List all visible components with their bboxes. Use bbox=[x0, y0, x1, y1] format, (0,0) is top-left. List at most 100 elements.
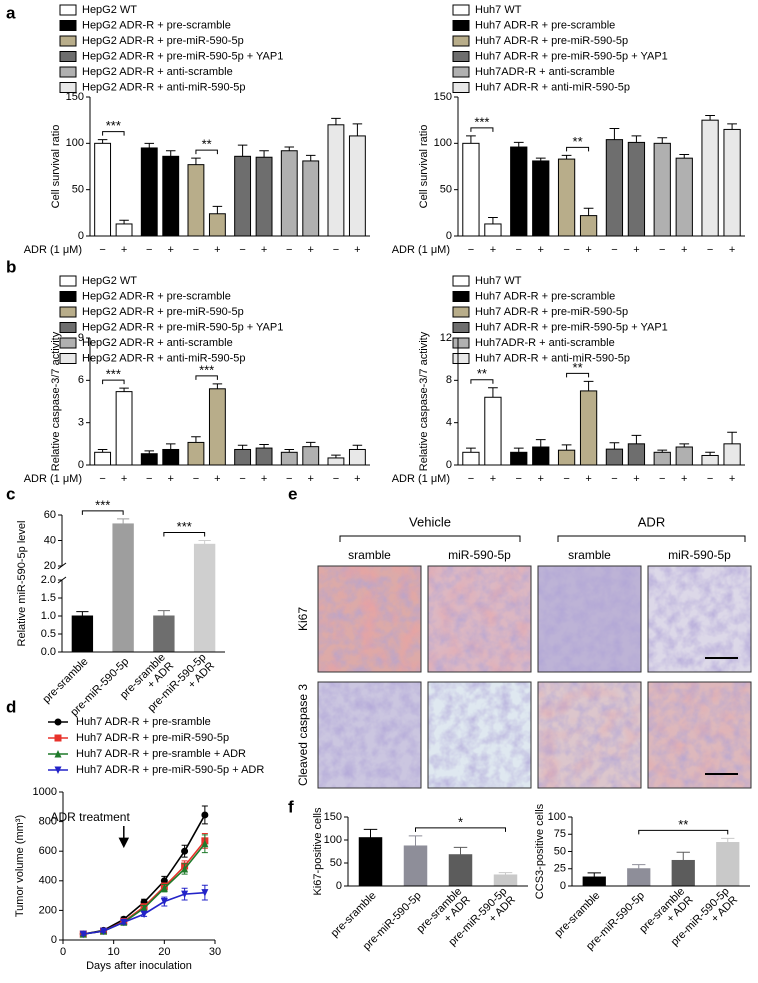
error-bar bbox=[119, 219, 129, 224]
x-tick-label: + bbox=[354, 244, 360, 256]
y-tick-label: 1.5 bbox=[41, 592, 56, 604]
error-bar bbox=[488, 387, 498, 398]
significance-bracket bbox=[470, 379, 494, 384]
y-tick-label: 150 bbox=[434, 91, 452, 103]
significance-label: *** bbox=[106, 367, 121, 382]
error-bar bbox=[609, 442, 620, 450]
bar bbox=[162, 448, 180, 466]
error-bar bbox=[561, 444, 572, 451]
significance-label: *** bbox=[95, 497, 110, 512]
y-tick-label: 50 bbox=[330, 857, 342, 869]
bar bbox=[280, 451, 298, 466]
x-tick-label: + bbox=[585, 473, 591, 485]
legend-swatch bbox=[59, 353, 77, 364]
y-tick-label: 3 bbox=[78, 417, 84, 429]
y-tick-label: 150 bbox=[324, 811, 342, 823]
x-tick-label: + bbox=[308, 473, 314, 485]
panel-letter: e bbox=[288, 484, 297, 503]
y-tick-label: 800 bbox=[39, 816, 57, 828]
error-bar bbox=[165, 443, 176, 450]
micrograph-stain bbox=[428, 566, 531, 672]
x-tick-label: − bbox=[239, 244, 245, 256]
y-tick-label: 400 bbox=[39, 875, 57, 887]
x-tick-label: − bbox=[286, 473, 292, 485]
error-bar bbox=[587, 872, 601, 878]
column-label: miR-590-5p bbox=[668, 548, 731, 562]
significance-label: ** bbox=[573, 360, 583, 375]
legend-swatch bbox=[452, 4, 470, 16]
error-bar bbox=[676, 851, 690, 861]
legend-label: Huh7 WT bbox=[475, 4, 522, 16]
significance-label: ** bbox=[573, 134, 583, 149]
bar bbox=[403, 845, 428, 887]
y-tick-label: 0 bbox=[560, 880, 566, 892]
bar bbox=[302, 160, 320, 237]
marker bbox=[181, 864, 189, 873]
error-bar bbox=[259, 150, 269, 158]
legend-swatch bbox=[452, 337, 470, 349]
marker bbox=[79, 930, 87, 939]
micrograph-frame bbox=[537, 681, 642, 789]
legend-swatch bbox=[452, 20, 470, 31]
panel-letter: c bbox=[6, 484, 15, 503]
error-bar bbox=[679, 153, 690, 159]
bar bbox=[255, 447, 273, 466]
legend-swatch bbox=[59, 291, 77, 302]
bar bbox=[484, 396, 502, 466]
bar bbox=[557, 449, 576, 466]
x-tick-label: − bbox=[333, 244, 339, 256]
y-axis-label: Tumor volume (mm³) bbox=[14, 815, 26, 917]
significance-bracket bbox=[638, 829, 729, 835]
x-tick-label: − bbox=[99, 244, 105, 256]
row-label: Ki67 bbox=[296, 607, 310, 631]
legend-label: HepG2 ADR-R + pre-miR-590-5p bbox=[82, 35, 244, 47]
y-tick-label: 0 bbox=[446, 459, 452, 471]
x-tick-label: + bbox=[214, 244, 220, 256]
bar bbox=[723, 443, 741, 466]
error-bar bbox=[657, 449, 668, 453]
error-bar bbox=[331, 454, 341, 458]
bar bbox=[348, 135, 366, 237]
bar bbox=[605, 448, 624, 466]
bar bbox=[723, 128, 741, 237]
bar bbox=[234, 448, 252, 466]
x-tick-label: + bbox=[490, 473, 496, 485]
error-bar bbox=[119, 387, 129, 392]
bar bbox=[675, 157, 693, 237]
significance-bracket bbox=[163, 532, 206, 537]
legend-label: Huh7ADR-R + anti-scramble bbox=[475, 337, 615, 349]
x-tick-label: + bbox=[121, 244, 127, 256]
bar bbox=[716, 842, 740, 887]
y-tick-label: 8 bbox=[446, 374, 452, 386]
group-label: ADR bbox=[638, 514, 665, 529]
y-tick-label: 75 bbox=[554, 828, 566, 840]
error-bar bbox=[237, 144, 248, 157]
row-label: Cleaved caspase 3 bbox=[296, 684, 310, 786]
bar bbox=[653, 451, 671, 466]
legend-label: Huh7 ADR-R + pre-sramble bbox=[76, 716, 211, 728]
legend-swatch bbox=[452, 82, 470, 93]
legend-swatch bbox=[59, 337, 77, 349]
bar bbox=[112, 523, 134, 653]
x-row-label: ADR (1 μM) bbox=[24, 473, 82, 485]
legend-swatch bbox=[452, 35, 470, 47]
x-tick-label: − bbox=[193, 244, 199, 256]
bar bbox=[532, 160, 550, 237]
bar bbox=[115, 391, 133, 466]
significance-bracket bbox=[195, 375, 218, 380]
error-bar bbox=[144, 142, 155, 148]
micrograph-frame bbox=[427, 681, 532, 789]
panel-letter: f bbox=[288, 797, 294, 816]
legend-swatch bbox=[452, 51, 470, 62]
significance-label: ** bbox=[202, 137, 212, 152]
x-tick-label: + bbox=[490, 244, 496, 256]
micrograph-texture bbox=[538, 566, 641, 672]
legend-label: Huh7 ADR-R + pre-miR-590-5p + YAP1 bbox=[475, 50, 668, 62]
legend-label: Huh7 ADR-R + pre-miR-590-5p bbox=[475, 35, 628, 47]
significance-bracket bbox=[195, 149, 218, 155]
bar bbox=[140, 453, 158, 466]
bar bbox=[701, 119, 719, 237]
x-tick-label: − bbox=[707, 473, 713, 485]
x-tick-label: + bbox=[681, 244, 687, 256]
